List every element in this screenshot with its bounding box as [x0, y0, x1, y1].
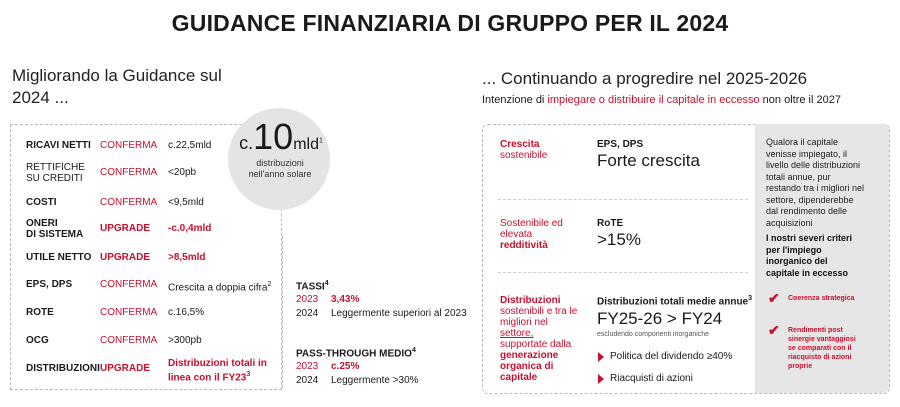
- tassi-value1: 3,43%: [331, 294, 360, 305]
- block3-cat-red: Distribuzioni: [500, 295, 561, 306]
- row-status-rote: CONFERMA: [100, 307, 158, 318]
- row-status-rettifiche: CONFERMA: [100, 167, 158, 178]
- block3-metric: Distribuzioni totali medie annue3: [597, 295, 753, 308]
- panel-check2: Rendimenti post sinergie vantaggiosi se …: [788, 327, 856, 370]
- block3-big: FY25-26 > FY24: [597, 309, 723, 328]
- block3-cat-grey4: supportate dalla: [500, 339, 572, 350]
- checkmark-icon: ✔: [768, 322, 780, 338]
- row-value-distribuzioni-1: Distribuzioni totali in: [168, 358, 267, 369]
- tassi-year2: 2024: [296, 308, 319, 319]
- criteria-panel: [755, 124, 889, 393]
- row-label-ocg: OCG: [26, 335, 49, 346]
- right-heading: ... Continuando a progredire nel 2025-20…: [482, 69, 808, 88]
- guidance-table-box: [10, 124, 282, 390]
- left-heading-line1: Migliorando la Guidance sul: [12, 66, 222, 85]
- row-value-utile: >8,5mld: [168, 252, 206, 263]
- block2-cat-red: redditività: [500, 240, 548, 251]
- block2-metric: RoTE: [597, 218, 624, 229]
- row-label-utile: UTILE NETTO: [26, 252, 92, 263]
- row-value-rote: c.16,5%: [168, 307, 205, 318]
- block3-cat-red3: organica di: [500, 361, 554, 372]
- tassi-year1: 2023: [296, 294, 319, 305]
- divider: [282, 236, 283, 388]
- row-status-eps: CONFERMA: [100, 279, 158, 290]
- pass-year1: 2023: [296, 361, 319, 372]
- block3-cat-grey1: sostenibili e tra le: [500, 306, 578, 317]
- bullet-arrow-icon: [598, 352, 604, 362]
- row-value-eps: Crescita a doppia cifra2: [168, 281, 272, 294]
- block2-cat-grey1: Sostenibile ed: [500, 218, 563, 229]
- tassi-label: TASSI4: [296, 280, 329, 293]
- bullet-arrow-icon: [598, 374, 604, 384]
- outlook-box: [482, 124, 890, 394]
- row-label-costi: COSTI: [26, 197, 57, 208]
- pass-label: PASS-THROUGH MEDIO4: [296, 347, 416, 360]
- panel-text: Qualora il capitale venisse impiegato, i…: [766, 137, 865, 228]
- panel-criteria-title: I nostri severi criteri per l'impiego in…: [766, 233, 853, 278]
- row-status-distribuzioni: UPGRADE: [100, 363, 151, 374]
- block2-cat-grey2: elevata: [500, 229, 533, 240]
- row-status-utile: UPGRADE: [100, 252, 151, 263]
- row-status-ocg: CONFERMA: [100, 335, 158, 346]
- row-label-oneri-1: ONERI: [26, 218, 58, 229]
- block1-cat-red: Crescita: [500, 139, 540, 150]
- pass-value2: Leggermente >30%: [331, 375, 419, 386]
- row-value-ocg: >300pb: [168, 335, 202, 346]
- block3-cat-red4: capitale: [500, 372, 538, 383]
- row-label-eps: EPS, DPS: [26, 279, 73, 290]
- block3-note: escludendo componenti inorganiche: [597, 331, 710, 338]
- distribution-circle: [228, 108, 330, 210]
- block3-cat-grey3: settore,: [500, 328, 534, 339]
- pass-value1: c.25%: [331, 361, 360, 372]
- row-label-distribuzioni: DISTRIBUZIONI: [26, 363, 100, 374]
- block1-metric: EPS, DPS: [597, 139, 644, 150]
- row-status-ricavi: CONFERMA: [100, 140, 158, 151]
- row-value-oneri: -c.0,4mld: [168, 223, 212, 234]
- checkmark-icon: ✔: [768, 290, 780, 306]
- row-label-rettifiche-2: SU CREDITI: [26, 173, 83, 184]
- circle-line2: nell'anno solare: [248, 169, 312, 179]
- block3-bullet-1: Politica del dividendo ≥40%: [610, 351, 733, 362]
- right-subheading: Intenzione di impiegare o distribuire il…: [482, 94, 841, 106]
- block3-cat-grey2: migliori nel: [500, 317, 548, 328]
- row-status-oneri: UPGRADE: [100, 223, 151, 234]
- block3-bullet-2: Riacquisti di azioni: [610, 373, 693, 384]
- row-label-rettifiche-1: RETTIFICHE: [26, 162, 85, 173]
- separator-1: [498, 199, 748, 200]
- row-value-rettifiche: <20pb: [168, 167, 197, 178]
- row-status-costi: CONFERMA: [100, 197, 158, 208]
- block1-cat-grey: sostenibile: [500, 150, 548, 161]
- left-heading-line2: 2024 ...: [12, 88, 69, 107]
- block2-big: >15%: [597, 230, 641, 249]
- row-label-ricavi: RICAVI NETTI: [26, 140, 91, 151]
- pass-year2: 2024: [296, 375, 319, 386]
- row-label-oneri-2: DI SISTEMA: [26, 229, 84, 240]
- tassi-value2: Leggermente superiori al 2023: [331, 308, 467, 319]
- block1-big: Forte crescita: [597, 151, 700, 170]
- row-value-costi: <9,5mld: [168, 197, 204, 208]
- circle-amount: c.10mld1: [239, 116, 323, 157]
- block3-cat-red2: generazione: [500, 350, 559, 361]
- row-value-distribuzioni-2: linea con il FY233: [168, 371, 251, 384]
- circle-line1: distribuzioni: [256, 158, 304, 168]
- row-label-rote: ROTE: [26, 307, 54, 318]
- page-title: GUIDANCE FINANZIARIA DI GRUPPO PER IL 20…: [171, 10, 729, 36]
- row-value-ricavi: c.22,5mld: [168, 140, 212, 151]
- panel-check1: Coerenza strategica: [788, 295, 855, 302]
- separator-2: [498, 272, 748, 273]
